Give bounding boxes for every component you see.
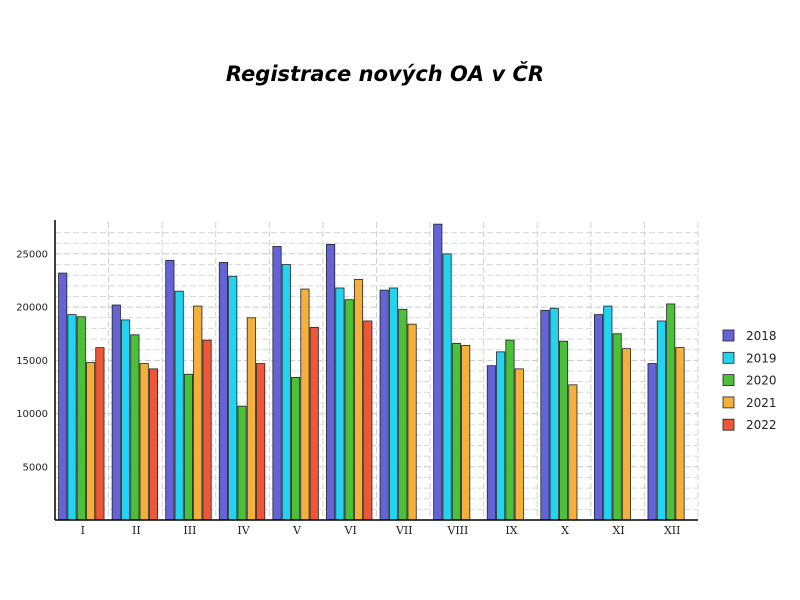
x-tick-label: VII <box>395 524 413 537</box>
bar-2022-I <box>95 347 105 521</box>
y-axis-ticks: 5000 10000 15000 20000 25000 <box>16 249 48 473</box>
bar-2020-X <box>558 340 569 521</box>
legend-swatch-2021 <box>722 396 735 409</box>
bar-2021-I <box>86 362 96 521</box>
legend-swatch-2022 <box>722 418 735 431</box>
bar-2022-II <box>148 368 159 521</box>
legend-swatch-2020 <box>722 374 735 387</box>
legend-label: 2019 <box>746 351 777 365</box>
bar-2021-IX <box>514 368 524 521</box>
legend-label: 2020 <box>746 374 777 388</box>
y-tick-label: 15000 <box>16 356 48 367</box>
x-tick-label: II <box>132 524 141 537</box>
bar-2021-XI <box>621 348 631 521</box>
legend: 2018 2019 2020 2021 2022 <box>722 329 777 432</box>
y-tick-label: 10000 <box>16 409 48 420</box>
bar-2019-IV <box>228 275 238 521</box>
x-tick-label: IX <box>505 524 517 537</box>
bar-2022-III <box>202 339 212 521</box>
bar-2022-VI <box>363 320 373 521</box>
bar-2020-II <box>130 334 140 521</box>
x-tick-label: XII <box>664 524 681 537</box>
bar-2019-II <box>121 319 131 521</box>
bar-2018-III <box>165 259 175 521</box>
y-tick-label: 20000 <box>16 303 48 314</box>
bars <box>58 223 685 521</box>
x-axis-labels: I II III IV V VI VII VIII IX X XI XII <box>81 524 681 537</box>
bar-2018-XI <box>593 314 604 521</box>
bar-2019-XI <box>603 305 613 521</box>
bar-2018-II <box>111 304 121 521</box>
bar-2018-V <box>272 246 282 521</box>
bar-2018-XII <box>647 363 657 521</box>
axes <box>54 220 698 521</box>
bar-2021-IV <box>246 317 256 521</box>
legend-swatch-2018 <box>722 329 735 342</box>
bar-2021-VIII <box>461 345 471 521</box>
bar-2019-VIII <box>442 253 452 521</box>
bar-2019-XII <box>656 320 666 521</box>
bar-2018-X <box>540 309 550 521</box>
x-tick-label: IV <box>237 524 250 537</box>
bar-2019-V <box>281 264 291 521</box>
bar-2018-I <box>58 272 68 521</box>
bar-2020-XII <box>666 303 676 521</box>
bar-2022-IV <box>256 363 266 521</box>
bar-2020-V <box>291 376 301 521</box>
bar-2018-VI <box>326 243 336 521</box>
bar-2021-V <box>300 288 310 521</box>
bar-2020-XI <box>612 333 622 521</box>
bar-2019-X <box>549 307 559 521</box>
bar-2021-II <box>139 363 149 521</box>
x-tick-label: X <box>561 524 569 537</box>
bar-2021-VII <box>407 323 417 521</box>
bar-2018-IX <box>486 365 496 521</box>
x-tick-label: V <box>292 524 302 537</box>
bar-2020-IX <box>505 339 515 521</box>
chart-title: Registrace nových OA v ČR <box>225 62 545 86</box>
bar-2020-VIII <box>451 342 461 521</box>
grid-lines <box>55 222 699 520</box>
x-tick-label: I <box>81 524 85 537</box>
bar-2018-VII <box>379 289 389 521</box>
bar-2019-VI <box>335 287 345 521</box>
legend-label: 2022 <box>746 418 777 432</box>
bar-2022-V <box>309 326 319 521</box>
bar-2019-IX <box>496 351 506 521</box>
bar-2018-IV <box>218 262 228 521</box>
x-tick-label: VIII <box>446 524 468 537</box>
x-tick-label: VI <box>344 524 357 537</box>
legend-swatch-2019 <box>722 351 735 364</box>
bar-2020-III <box>183 373 194 521</box>
bar-2019-III <box>174 290 184 521</box>
bar-2019-I <box>67 314 77 521</box>
bar-2020-VI <box>344 299 354 521</box>
bar-2020-I <box>76 316 86 521</box>
bar-2021-III <box>193 305 203 521</box>
y-tick-label: 5000 <box>23 462 48 473</box>
x-tick-label: XI <box>613 524 625 537</box>
legend-label: 2021 <box>746 396 777 410</box>
bar-2021-VI <box>353 279 364 521</box>
bar-2020-VII <box>398 308 408 521</box>
y-tick-label: 25000 <box>16 249 48 260</box>
x-tick-label: III <box>183 524 196 537</box>
bar-2018-VIII <box>433 223 443 521</box>
legend-label: 2018 <box>746 329 777 343</box>
bar-2021-X <box>568 384 578 521</box>
bar-2021-XII <box>675 347 685 521</box>
bar-2019-VII <box>388 287 399 521</box>
bar-2020-IV <box>237 405 247 521</box>
